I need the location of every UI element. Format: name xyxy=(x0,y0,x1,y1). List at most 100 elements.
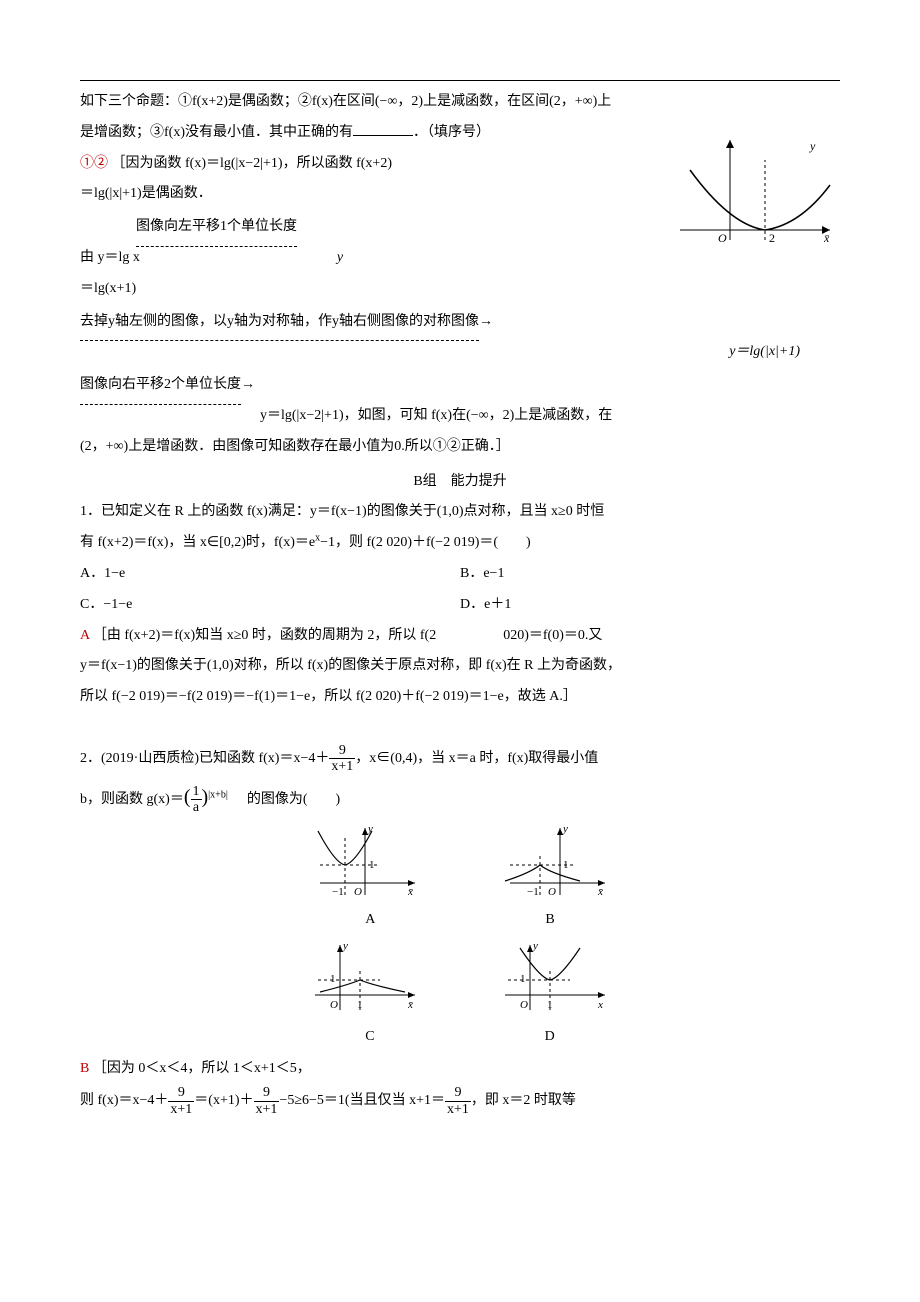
svg-text:1: 1 xyxy=(520,973,526,985)
q2-label-d: D xyxy=(545,1022,555,1053)
svg-text:y: y xyxy=(562,823,568,835)
svg-text:1: 1 xyxy=(563,859,569,871)
figure-right: O 2 x̄ y xyxy=(670,130,840,250)
q2-s2-f1: 9x+1 xyxy=(168,1085,194,1117)
dash2-dash xyxy=(80,340,479,341)
q2-s2-f3-num: 9 xyxy=(445,1085,471,1101)
shift2-wrap: 图像向右平移2个单位长度 xyxy=(80,368,241,401)
graph-d: y O 1 x 1 xyxy=(500,940,610,1020)
q1-optA: A．1−e xyxy=(80,559,460,590)
sol1-line5: y＝lg(|x|+1) xyxy=(729,344,800,359)
q2-s2-f2-num: 9 xyxy=(254,1085,280,1101)
q1-l2: 有 f(x+2)＝f(x)，当 x∈[0,2)时，f(x)＝ex−1，则 f(2… xyxy=(80,528,840,559)
q1-l2b: −1，则 f(2 020)＋f(−2 019)＝( ) xyxy=(320,535,531,550)
svg-text:y: y xyxy=(367,823,373,835)
q2-ans: B xyxy=(80,1061,89,1076)
problem-line2-text: 是增函数；③f(x)没有最小值．其中正确的有 xyxy=(80,125,353,140)
q1-s2: y＝f(x−1)的图像关于(1,0)对称，所以 f(x)的图像关于原点对称，即 … xyxy=(80,651,840,682)
q2-l2-exp: |x+b| xyxy=(208,789,228,800)
q2-frac1-den: x+1 xyxy=(329,759,355,774)
svg-text:1: 1 xyxy=(547,999,553,1011)
q2-s2c: −5≥6−5＝1(当且仅当 x+1＝ xyxy=(279,1093,445,1108)
q1-l1: 1．已知定义在 R 上的函数 f(x)满足：y＝f(x−1)的图像关于(1,0)… xyxy=(80,497,840,528)
q2-s2d: ，即 x＝2 时取等 xyxy=(471,1093,576,1108)
q2-l2a: b，则函数 g(x)＝ xyxy=(80,792,184,807)
q2-graphs-ab: y −1 O x̄ 1 y −1 O x̄ 1 xyxy=(80,823,840,903)
q2-s1: ［因为 0＜x＜4，所以 1＜x+1＜5， xyxy=(93,1061,311,1076)
shift1: 图像向左平移1个单位长度 xyxy=(136,219,297,234)
svg-text:x̄: x̄ xyxy=(407,886,413,898)
svg-text:O: O xyxy=(548,886,556,898)
shift2-dash xyxy=(80,404,241,405)
q1-ans: A xyxy=(80,628,89,643)
q2-graphs-cd: y O 1 x̄ 1 y O 1 x 1 xyxy=(80,940,840,1020)
svg-text:x: x xyxy=(597,999,603,1011)
fig-x: x̄ xyxy=(823,231,830,245)
svg-text:1: 1 xyxy=(369,859,375,871)
svg-text:y: y xyxy=(342,940,348,952)
arrow2: → xyxy=(479,305,493,336)
shift1-wrap: 图像向左平移1个单位长度 xyxy=(136,210,297,243)
group-b-title: B组 能力提升 xyxy=(80,467,840,498)
svg-text:x̄: x̄ xyxy=(407,999,413,1011)
q2-frac2-den: a xyxy=(191,800,202,815)
q2-s2-f3: 9x+1 xyxy=(445,1085,471,1117)
sol1-line6: y＝lg(|x−2|+1)，如图，可知 f(x)在(−∞，2)上是减函数，在 xyxy=(260,408,612,423)
sol1-head: ①② xyxy=(80,156,108,171)
q2-s2-f2: 9x+1 xyxy=(254,1085,280,1117)
q2-frac2: 1a xyxy=(191,784,202,816)
q2-label-b: B xyxy=(545,905,554,936)
graph-c: y O 1 x̄ 1 xyxy=(310,940,420,1020)
q1-l2a: 有 f(x+2)＝f(x)，当 x∈[0,2)时，f(x)＝e xyxy=(80,535,315,550)
fig-2: 2 xyxy=(769,231,775,245)
graph-a: y −1 O x̄ 1 xyxy=(310,823,420,903)
q2-l2: b，则函数 g(x)＝(1a)|x+b| 的图像为( ) xyxy=(80,775,840,819)
sol1-line4: ＝lg(x+1) xyxy=(80,274,840,305)
fig-O: O xyxy=(718,231,727,245)
svg-text:x̄: x̄ xyxy=(597,886,603,898)
q2-label-a: A xyxy=(365,905,375,936)
q2-s2-f1-num: 9 xyxy=(168,1085,194,1101)
q2-frac1-num: 9 xyxy=(329,743,355,759)
svg-text:y: y xyxy=(532,940,538,952)
q2-label-c: C xyxy=(365,1022,374,1053)
q2-s2-f3-den: x+1 xyxy=(445,1102,471,1117)
q2-l2b: 的图像为( ) xyxy=(247,792,340,807)
sol1-body1: ［因为函数 f(x)＝lg(|x−2|+1)，所以函数 f(x+2) xyxy=(112,156,392,171)
top-rule xyxy=(80,80,840,81)
q1-s1a: ［由 f(x+2)＝f(x)知当 x≥0 时，函数的周期为 2，所以 f(2 xyxy=(93,628,436,643)
svg-text:O: O xyxy=(354,886,362,898)
svg-text:1: 1 xyxy=(330,973,336,985)
sol1-line7: (2，+∞)上是增函数．由图像可知函数存在最小值为0.所以①②正确．］ xyxy=(80,432,840,463)
q2-frac1: 9x+1 xyxy=(329,743,355,775)
svg-text:−1: −1 xyxy=(332,886,344,898)
graph-b: y −1 O x̄ 1 xyxy=(500,823,610,903)
q2-s2: 则 f(x)＝x−4＋9x+1＝(x+1)＋9x+1−5≥6−5＝1(当且仅当 … xyxy=(80,1085,840,1117)
problem-line2-tail: ．（填序号） xyxy=(413,125,490,140)
q2-s2b: ＝(x+1)＋ xyxy=(194,1093,253,1108)
q1-optB: B．e−1 xyxy=(460,559,840,590)
svg-text:O: O xyxy=(520,999,528,1011)
svg-text:−1: −1 xyxy=(527,886,539,898)
q2-frac2-num: 1 xyxy=(191,784,202,800)
blank-fill xyxy=(353,121,413,136)
q1-optC: C．−1−e xyxy=(80,590,460,621)
q2-s2-f2-den: x+1 xyxy=(254,1102,280,1117)
svg-text:1: 1 xyxy=(357,999,363,1011)
q1-s1b: 020)＝f(0)＝0.又 xyxy=(503,628,602,643)
dash2-wrap: 去掉y轴左侧的图像，以y轴为对称轴，作y轴右侧图像的对称图像 xyxy=(80,305,479,338)
q1-optD: D．e＋1 xyxy=(460,590,840,621)
q2-s2-f1-den: x+1 xyxy=(168,1102,194,1117)
sol1-line3a: 由 y＝lg x xyxy=(80,250,140,265)
footer-watermark xyxy=(80,1135,840,1159)
q1-s3: 所以 f(−2 019)＝−f(2 019)＝−f(1)＝1−e，所以 f(2 … xyxy=(80,682,840,713)
shift1-dash xyxy=(136,246,297,247)
shift2: 图像向右平移2个单位长度 xyxy=(80,377,241,392)
problem-line1: 如下三个命题：①f(x+2)是偶函数；②f(x)在区间(−∞，2)上是减函数，在… xyxy=(80,87,840,118)
svg-text:O: O xyxy=(330,999,338,1011)
q2-s2a: 则 f(x)＝x−4＋ xyxy=(80,1093,168,1108)
q2-l1: 2．(2019·山西质检)已知函数 f(x)＝x−4＋9x+1，x∈(0,4)，… xyxy=(80,743,840,775)
dash2: 去掉y轴左侧的图像，以y轴为对称轴，作y轴右侧图像的对称图像 xyxy=(80,314,479,329)
q2-l1a: 2．(2019·山西质检)已知函数 f(x)＝x−4＋ xyxy=(80,751,329,766)
sol1-line3b: y xyxy=(337,250,343,265)
